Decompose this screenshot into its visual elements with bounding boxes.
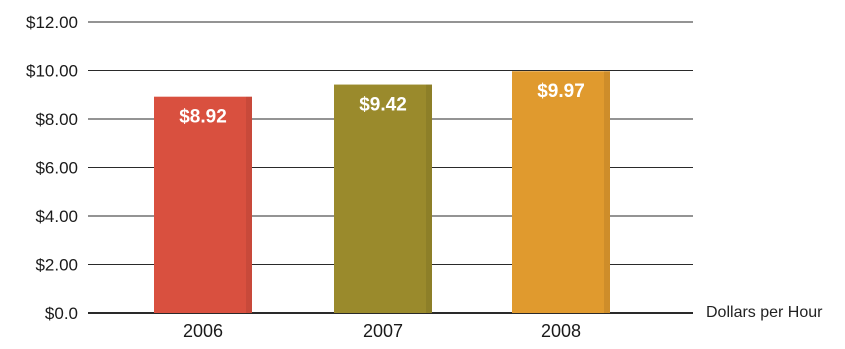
- x-tick-label-2006: 2006: [183, 321, 223, 341]
- value-labels: $8.92 $9.42 $9.97: [179, 81, 585, 127]
- bar-shade: [246, 96, 252, 313]
- value-label-2006: $8.92: [179, 107, 227, 128]
- y-tick-label: $10.00: [26, 62, 78, 81]
- x-tick-label-2007: 2007: [363, 321, 403, 341]
- bars: [154, 71, 610, 313]
- y-axis-ticks: $0.0 $2.00 $4.00 $6.00 $8.00 $10.00 $12.00: [26, 13, 78, 323]
- bar-shade: [604, 71, 610, 313]
- value-label-2008: $9.97: [537, 81, 585, 102]
- y-tick-label: $8.00: [35, 110, 78, 129]
- bar-2006: [154, 96, 252, 313]
- y-tick-label: $6.00: [35, 159, 78, 178]
- x-tick-label-2008: 2008: [541, 321, 581, 341]
- bar-2007: [334, 84, 432, 313]
- x-axis-ticks: 2006 2007 2008: [183, 321, 581, 341]
- y-tick-label: $12.00: [26, 13, 78, 32]
- unit-label: Dollars per Hour: [706, 304, 823, 321]
- y-tick-label: $2.00: [35, 256, 78, 275]
- bar-shade: [426, 84, 432, 313]
- bar-2008: [512, 71, 610, 313]
- value-label-2007: $9.42: [359, 95, 407, 116]
- y-tick-label: $4.00: [35, 207, 78, 226]
- y-tick-label: $0.0: [45, 304, 78, 323]
